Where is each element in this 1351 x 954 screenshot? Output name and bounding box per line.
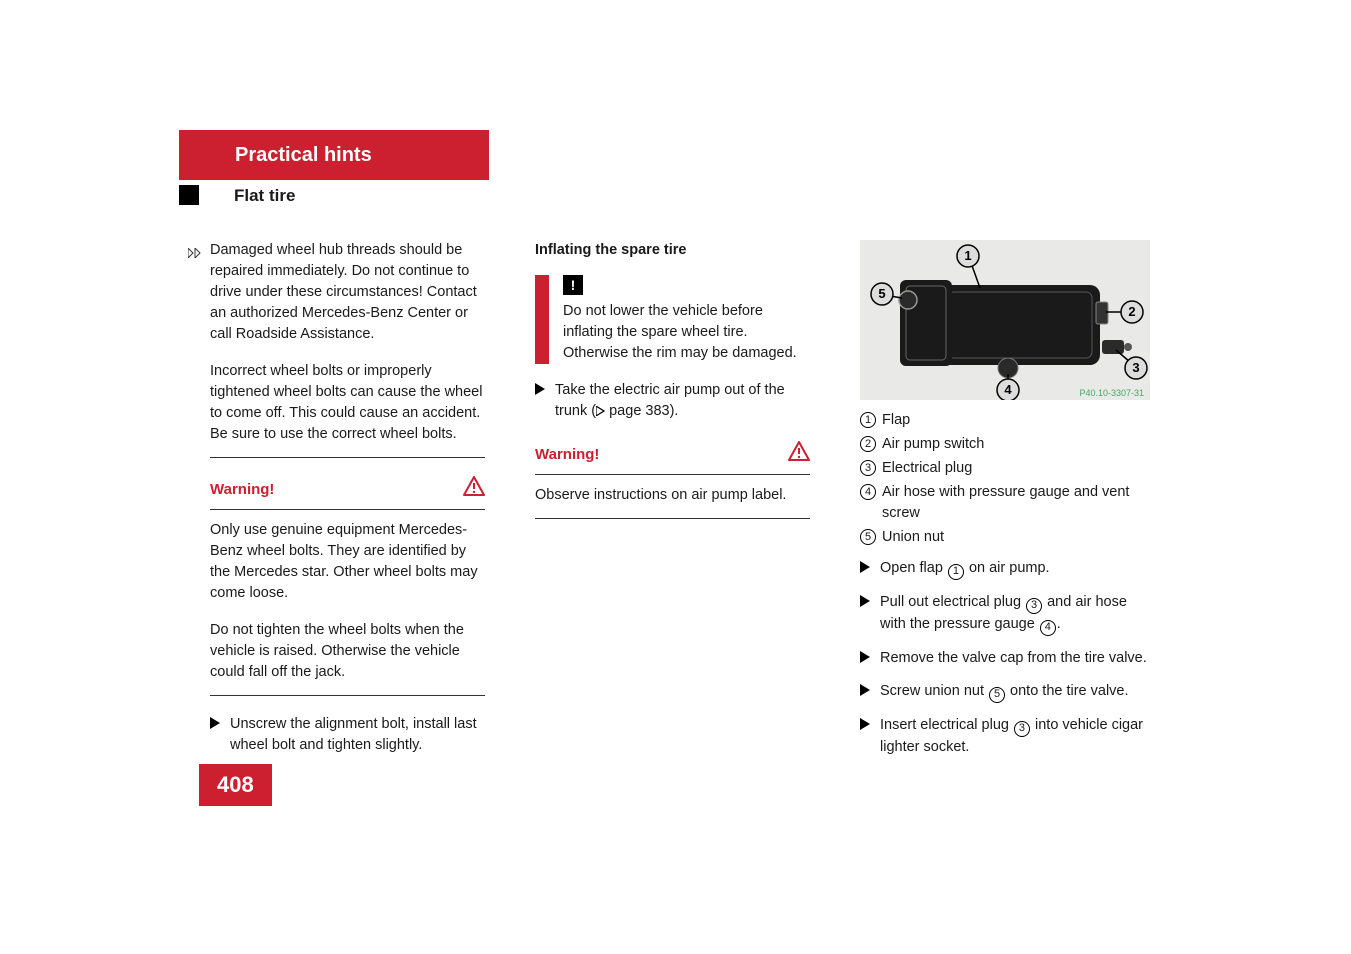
- step-row: Open flap 1 on air pump.: [860, 558, 1150, 580]
- step-triangle-icon: [860, 595, 870, 636]
- legend-row-2: 2 Air pump switch: [860, 434, 1150, 455]
- callout-number-icon: 3: [1014, 721, 1030, 737]
- column-3: 1 2 3 4 5 P40.10-3307-3: [860, 240, 1150, 770]
- warning-triangle-icon: [788, 441, 810, 468]
- legend-number-icon: 3: [860, 460, 876, 476]
- section-title-inflating: Inflating the spare tire: [535, 240, 810, 261]
- warning-label: Warning!: [210, 479, 274, 501]
- step-text: Take the electric air pump out of the tr…: [555, 380, 810, 423]
- air-pump-figure: 1 2 3 4 5 P40.10-3307-3: [860, 240, 1150, 400]
- notice-content: ! Do not lower the vehicle before inflat…: [549, 275, 810, 364]
- legend-number-icon: 2: [860, 436, 876, 452]
- step-text-b: page 383).: [605, 403, 678, 419]
- warning-text-2: Do not tighten the wheel bolts when the …: [210, 620, 485, 696]
- legend-text: Flap: [882, 410, 1150, 431]
- page-tab-marker: [179, 185, 199, 205]
- warning-text: Observe instructions on air pump label.: [535, 485, 810, 519]
- legend-number-icon: 4: [860, 484, 876, 500]
- callout-number-icon: 5: [989, 687, 1005, 703]
- procedure-steps: Open flap 1 on air pump. Pull out electri…: [860, 558, 1150, 758]
- step-triangle-icon: [860, 651, 870, 669]
- legend-text: Electrical plug: [882, 458, 1150, 479]
- column-1: Damaged wheel hub threads should be repa…: [210, 240, 485, 770]
- step-row: Remove the valve cap from the tire valve…: [860, 648, 1150, 669]
- step-row: Insert electrical plug 3 into vehicle ci…: [860, 715, 1150, 758]
- warning-triangle-icon: [463, 476, 485, 503]
- manual-page: Practical hints Flat tire Damaged wheel …: [0, 0, 1351, 954]
- step-row: Unscrew the alignment bolt, install last…: [210, 714, 485, 756]
- step-triangle-icon: [535, 383, 545, 423]
- legend-text: Union nut: [882, 527, 1150, 548]
- callout-number-icon: 4: [1040, 620, 1056, 636]
- figure-credit: P40.10-3307-31: [1079, 388, 1144, 398]
- svg-text:2: 2: [1128, 304, 1135, 319]
- notice-exclamation-icon: !: [563, 275, 583, 295]
- step-row: Screw union nut 5 onto the tire valve.: [860, 681, 1150, 703]
- step-row: Pull out electrical plug 3 and air hose …: [860, 592, 1150, 636]
- svg-text:5: 5: [878, 286, 885, 301]
- legend-row-4: 4 Air hose with pressure gauge and vent …: [860, 482, 1150, 524]
- warning-continued-p1: Damaged wheel hub threads should be repa…: [210, 240, 485, 345]
- svg-text:3: 3: [1132, 360, 1139, 375]
- legend-text: Air pump switch: [882, 434, 1150, 455]
- legend-row-1: 1 Flap: [860, 410, 1150, 431]
- step-triangle-icon: [210, 717, 220, 756]
- warning-label: Warning!: [535, 444, 599, 466]
- warning-heading: Warning!: [210, 476, 485, 510]
- step-triangle-icon: [860, 684, 870, 703]
- step-text: Remove the valve cap from the tire valve…: [880, 648, 1147, 669]
- step-text: Pull out electrical plug 3 and air hose …: [880, 592, 1150, 636]
- step-text: Unscrew the alignment bolt, install last…: [230, 714, 485, 756]
- step-row: Take the electric air pump out of the tr…: [535, 380, 810, 423]
- step-triangle-icon: [860, 718, 870, 758]
- callout-number-icon: 3: [1026, 598, 1042, 614]
- warning-block: Warning! Observe instructions on air pum…: [535, 441, 810, 519]
- legend-row-3: 3 Electrical plug: [860, 458, 1150, 479]
- legend-text: Air hose with pressure gauge and vent sc…: [882, 482, 1150, 524]
- content-columns: Damaged wheel hub threads should be repa…: [210, 240, 1150, 770]
- svg-text:1: 1: [964, 248, 971, 263]
- step-text: Open flap 1 on air pump.: [880, 558, 1050, 580]
- figure-legend: 1 Flap 2 Air pump switch 3 Electrical pl…: [860, 410, 1150, 548]
- notice-red-bar: [535, 275, 549, 364]
- step-text: Screw union nut 5 onto the tire valve.: [880, 681, 1129, 703]
- warning-heading: Warning!: [535, 441, 810, 475]
- legend-row-5: 5 Union nut: [860, 527, 1150, 548]
- warning-continued-p2: Incorrect wheel bolts or improperly tigh…: [210, 361, 485, 458]
- legend-number-icon: 1: [860, 412, 876, 428]
- notice-text: Do not lower the vehicle before inflatin…: [563, 301, 810, 364]
- page-ref-triangle-icon: [596, 402, 605, 423]
- svg-text:4: 4: [1004, 382, 1012, 397]
- chapter-header: Practical hints: [179, 130, 489, 180]
- step-triangle-icon: [860, 561, 870, 580]
- callout-number-icon: 1: [948, 564, 964, 580]
- continued-marker-icon: [188, 246, 204, 263]
- column-2: Inflating the spare tire ! Do not lower …: [535, 240, 810, 770]
- step-text: Insert electrical plug 3 into vehicle ci…: [880, 715, 1150, 758]
- notice-box: ! Do not lower the vehicle before inflat…: [535, 275, 810, 364]
- warning-text-1: Only use genuine equipment Mercedes-Benz…: [210, 520, 485, 604]
- legend-number-icon: 5: [860, 529, 876, 545]
- section-header: Flat tire: [234, 186, 295, 206]
- warning-block: Warning! Only use genuine equipment Merc…: [210, 476, 485, 696]
- page-number: 408: [199, 764, 272, 806]
